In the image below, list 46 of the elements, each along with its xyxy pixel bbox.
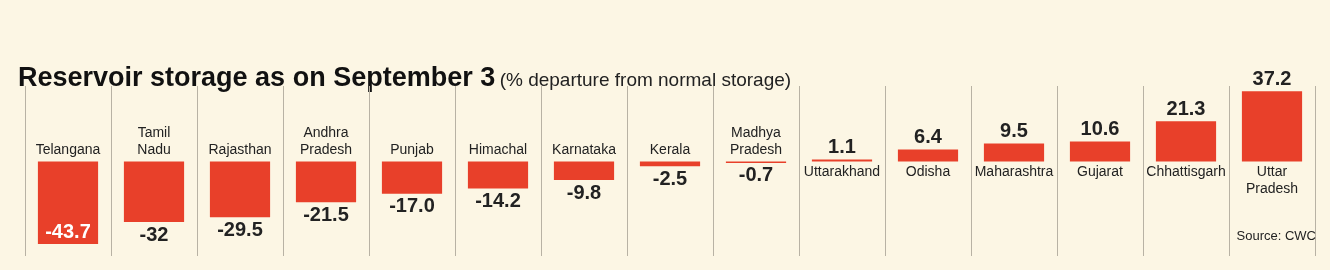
- x-tick-label: Uttarakhand: [803, 163, 881, 180]
- bar: [295, 161, 357, 203]
- x-tick-label: Uttar Pradesh: [1245, 163, 1299, 197]
- annotation: Source: CWC: [1236, 228, 1316, 244]
- x-tick-label: Karnataka: [552, 141, 617, 158]
- data-label: -0.7: [738, 163, 774, 186]
- data-label: -14.2: [475, 188, 521, 211]
- x-tick-label: Tamil Nadu: [137, 124, 171, 158]
- bar: [467, 161, 529, 189]
- data-label: -21.5: [303, 202, 349, 225]
- x-tick-label: Kerala: [649, 141, 691, 158]
- data-label: 10.6: [1080, 117, 1120, 140]
- x-tick-label: Madhya Pradesh: [729, 124, 783, 158]
- x-tick-label: Odisha: [905, 163, 951, 180]
- bar: [209, 161, 271, 218]
- data-label: 6.4: [914, 124, 943, 147]
- x-tick-label: Chhattisgarh: [1146, 163, 1226, 180]
- chart-subtitle: (% departure from normal storage): [499, 69, 792, 90]
- data-label: 21.3: [1166, 96, 1206, 119]
- bar: [381, 161, 443, 194]
- chart-title: Reservoir storage as on September 3: [18, 62, 496, 92]
- x-tick-label: Himachal: [468, 141, 528, 158]
- bar: [123, 161, 185, 222]
- x-tick-label: Telangana: [35, 141, 101, 158]
- data-label: -9.8: [566, 180, 602, 203]
- bar: [983, 143, 1045, 162]
- data-label: -32: [139, 222, 169, 245]
- data-label: 1.1: [828, 134, 856, 157]
- bar: [1069, 141, 1131, 162]
- data-label: -43.7: [45, 219, 91, 242]
- x-tick-label: Rajasthan: [208, 141, 272, 158]
- bar: [811, 159, 873, 162]
- bar: [37, 161, 99, 245]
- x-tick-label: Punjab: [390, 141, 435, 158]
- bar: [553, 161, 615, 181]
- x-tick-label: Gujarat: [1077, 163, 1124, 180]
- bar: [1155, 121, 1217, 162]
- data-label: 9.5: [1000, 119, 1028, 142]
- data-label: -17.0: [389, 194, 435, 217]
- data-label: 37.2: [1252, 66, 1292, 89]
- data-label: -2.5: [652, 166, 688, 189]
- bar: [897, 149, 959, 162]
- x-tick-label: Maharashtra: [974, 163, 1054, 180]
- x-tick-label: Andhra Pradesh: [299, 124, 353, 158]
- bar: [1241, 91, 1303, 162]
- data-label: -29.5: [217, 217, 263, 240]
